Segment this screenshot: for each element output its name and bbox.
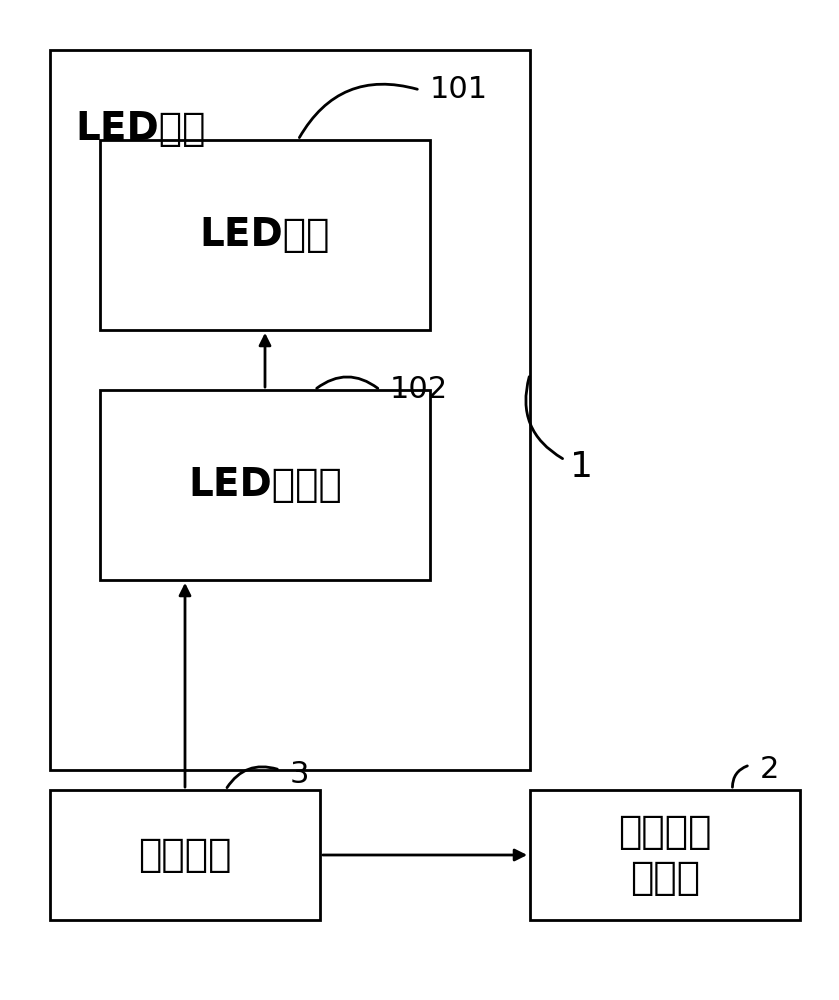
Bar <box>100 140 430 330</box>
Text: 101: 101 <box>430 75 488 104</box>
Text: 102: 102 <box>390 375 448 404</box>
Text: 3: 3 <box>290 760 310 789</box>
Text: LED灯珠: LED灯珠 <box>200 216 331 254</box>
Text: 总控制器: 总控制器 <box>138 836 232 874</box>
Text: LED控制器: LED控制器 <box>188 466 342 504</box>
Text: 黑白图像
采集器: 黑白图像 采集器 <box>618 812 711 898</box>
Bar <box>530 790 800 920</box>
Text: LED光源: LED光源 <box>75 110 206 148</box>
Bar <box>50 790 320 920</box>
Text: 1: 1 <box>570 450 593 484</box>
Bar <box>50 50 530 770</box>
Bar <box>100 390 430 580</box>
Text: 2: 2 <box>760 755 779 784</box>
